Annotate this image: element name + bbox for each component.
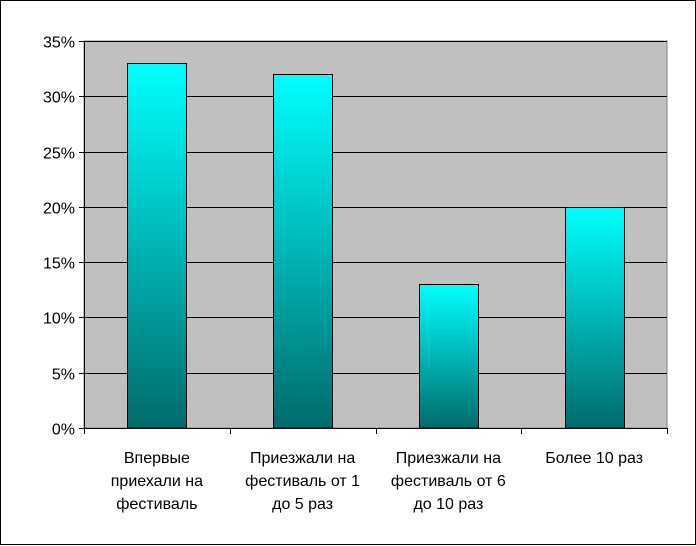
bar xyxy=(419,284,479,429)
y-tick-label: 20% xyxy=(43,201,75,218)
bars xyxy=(127,63,625,429)
y-tick-label: 35% xyxy=(43,35,75,52)
y-tick-label: 25% xyxy=(43,146,75,163)
y-tick-label: 0% xyxy=(52,422,75,439)
x-category-label: Приезжали на фестиваль от 1 до 5 раз xyxy=(245,450,360,513)
bar xyxy=(127,63,187,429)
axes xyxy=(84,41,667,429)
y-tick-label: 5% xyxy=(52,367,75,384)
y-tick-label: 30% xyxy=(43,90,75,107)
y-axis-ticks: 0% 5% 10% 15% 20% 25% 30% 35% xyxy=(43,35,668,439)
y-tick-label: 15% xyxy=(43,256,75,273)
bar xyxy=(565,207,625,429)
x-category-label: Более 10 раз xyxy=(545,450,643,467)
y-tick-label: 10% xyxy=(43,311,75,328)
x-category-label: Впервые приехали на фестиваль xyxy=(111,450,203,513)
bar xyxy=(273,74,333,429)
x-axis-labels: Впервые приехали на фестиваль Приезжали на ф… xyxy=(111,450,643,513)
x-category-label: Приезжали на фестиваль от 6 до 10 раз xyxy=(391,450,506,513)
